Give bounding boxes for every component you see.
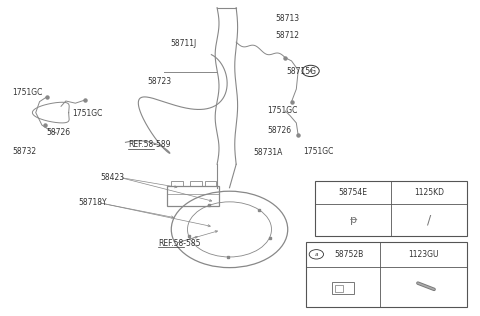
Text: 1751GC: 1751GC [72,109,102,118]
Bar [335,285,343,292]
Text: 58718Y: 58718Y [79,198,108,207]
Text: 58713: 58713 [276,14,300,23]
Bar [171,181,183,186]
Text: 58715G: 58715G [287,67,317,76]
Text: 58732: 58732 [12,147,36,155]
Text: REF.58-589: REF.58-589 [128,140,170,149]
Text: /: / [427,214,432,227]
Text: 58726: 58726 [268,126,292,135]
Bar [191,181,202,186]
Bar [315,180,467,236]
Text: 58726: 58726 [47,128,71,137]
Bar [168,185,219,206]
Bar [306,242,467,307]
Text: REF.58-585: REF.58-585 [158,239,201,248]
Text: a: a [315,252,318,257]
Text: 58731A: 58731A [253,148,283,157]
Bar [204,181,216,186]
Text: 58712: 58712 [276,31,300,40]
Text: 1751GC: 1751GC [303,147,334,155]
Text: ᵽ: ᵽ [349,215,357,225]
Text: 58423: 58423 [101,173,125,182]
Text: 1751GC: 1751GC [268,106,298,115]
Text: 58711J: 58711J [171,39,197,48]
Text: 58723: 58723 [147,77,171,86]
Text: a: a [309,69,312,73]
Text: 1751GC: 1751GC [12,88,42,97]
Text: 58754E: 58754E [339,188,368,197]
Text: 58752B: 58752B [335,250,364,259]
Text: 1125KD: 1125KD [414,188,444,197]
Bar [333,282,354,294]
Text: 1123GU: 1123GU [408,250,439,259]
